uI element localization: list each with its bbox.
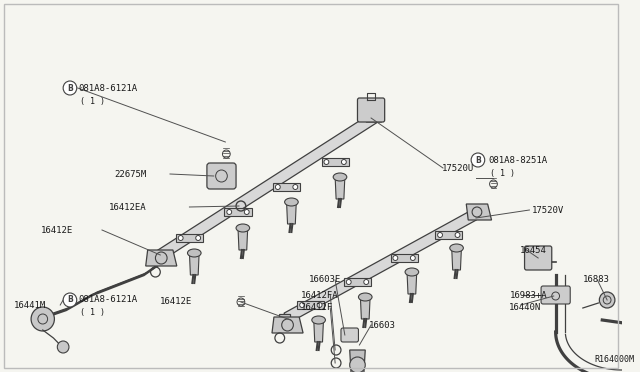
Text: 16412E: 16412E — [41, 225, 73, 234]
Circle shape — [410, 256, 415, 260]
Circle shape — [63, 293, 77, 307]
Circle shape — [31, 307, 54, 331]
FancyBboxPatch shape — [341, 328, 358, 342]
Ellipse shape — [188, 249, 201, 257]
Text: B: B — [67, 83, 73, 93]
Text: ( 1 ): ( 1 ) — [490, 169, 515, 177]
Polygon shape — [146, 250, 177, 266]
Polygon shape — [297, 301, 324, 309]
Text: 16412EA: 16412EA — [109, 202, 147, 212]
Ellipse shape — [450, 244, 463, 252]
Text: ( 1 ): ( 1 ) — [79, 96, 105, 106]
Text: B: B — [475, 155, 481, 164]
Text: 22675M: 22675M — [115, 170, 147, 179]
Polygon shape — [157, 113, 377, 260]
Ellipse shape — [236, 224, 250, 232]
Circle shape — [300, 302, 305, 308]
Polygon shape — [238, 228, 248, 250]
Circle shape — [471, 153, 484, 167]
Polygon shape — [452, 248, 461, 270]
Circle shape — [324, 160, 329, 164]
Circle shape — [275, 185, 280, 189]
Polygon shape — [360, 297, 370, 319]
FancyBboxPatch shape — [541, 286, 570, 304]
Circle shape — [342, 160, 346, 164]
Polygon shape — [279, 314, 291, 326]
Circle shape — [196, 235, 200, 241]
Circle shape — [227, 209, 232, 215]
Ellipse shape — [405, 268, 419, 276]
Polygon shape — [273, 183, 300, 191]
Polygon shape — [390, 254, 418, 262]
Circle shape — [349, 357, 365, 372]
Polygon shape — [314, 320, 323, 342]
Polygon shape — [152, 251, 168, 261]
Text: 17520U: 17520U — [442, 164, 474, 173]
Polygon shape — [272, 317, 303, 333]
Text: 16440N: 16440N — [509, 304, 541, 312]
Circle shape — [438, 232, 442, 237]
FancyBboxPatch shape — [525, 246, 552, 270]
Text: 16603E: 16603E — [309, 276, 341, 285]
Text: 16412E: 16412E — [160, 298, 193, 307]
Polygon shape — [287, 202, 296, 224]
Text: 16412F: 16412F — [301, 304, 333, 312]
Text: 16883: 16883 — [583, 276, 610, 285]
Text: 16983+A: 16983+A — [510, 291, 548, 299]
Text: 081A8-6121A: 081A8-6121A — [79, 295, 138, 305]
Circle shape — [364, 279, 369, 285]
Text: B: B — [67, 295, 73, 305]
Circle shape — [244, 209, 249, 215]
Circle shape — [293, 185, 298, 189]
FancyBboxPatch shape — [207, 163, 236, 189]
Text: 17520V: 17520V — [532, 205, 564, 215]
Ellipse shape — [285, 198, 298, 206]
Text: ( 1 ): ( 1 ) — [79, 308, 105, 317]
Polygon shape — [321, 158, 349, 166]
Ellipse shape — [312, 316, 325, 324]
Text: 16412FA: 16412FA — [301, 291, 339, 299]
Text: 16441M: 16441M — [13, 301, 46, 310]
Text: 081A8-8251A: 081A8-8251A — [488, 155, 548, 164]
Circle shape — [58, 341, 69, 353]
Polygon shape — [189, 253, 199, 275]
Circle shape — [455, 232, 460, 237]
Circle shape — [599, 292, 615, 308]
Polygon shape — [407, 272, 417, 294]
Polygon shape — [335, 177, 345, 199]
Text: 081A8-6121A: 081A8-6121A — [79, 83, 138, 93]
Polygon shape — [349, 350, 365, 372]
Circle shape — [63, 81, 77, 95]
Polygon shape — [435, 231, 462, 239]
Polygon shape — [176, 234, 203, 242]
Circle shape — [179, 235, 183, 241]
Text: 16603: 16603 — [369, 321, 396, 330]
Polygon shape — [284, 210, 477, 323]
Text: R164000M: R164000M — [595, 356, 634, 365]
Polygon shape — [366, 112, 382, 122]
Text: 16454: 16454 — [520, 246, 547, 254]
Ellipse shape — [333, 173, 347, 181]
Ellipse shape — [358, 293, 372, 301]
Polygon shape — [344, 278, 371, 286]
Circle shape — [317, 302, 322, 308]
Polygon shape — [225, 208, 252, 216]
Polygon shape — [467, 204, 492, 220]
FancyBboxPatch shape — [358, 98, 385, 122]
Circle shape — [393, 256, 398, 260]
Circle shape — [346, 279, 351, 285]
